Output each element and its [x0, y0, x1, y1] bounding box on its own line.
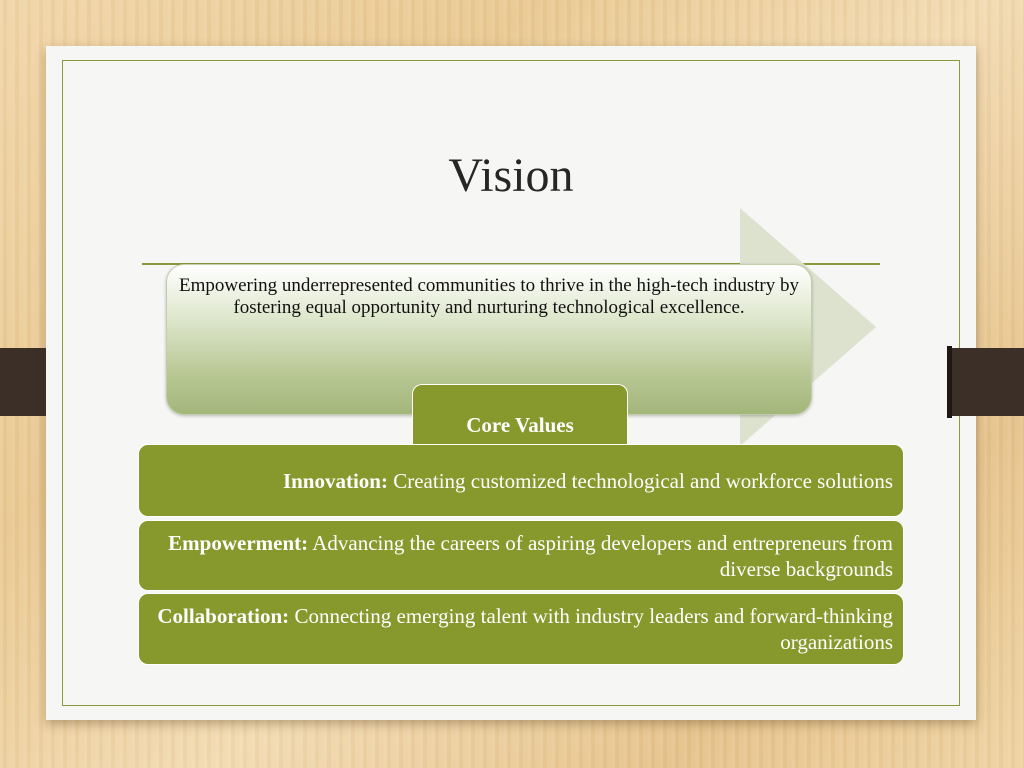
value-collaboration: Collaboration: Connecting emerging talen…	[138, 593, 904, 665]
slide: Vision Empowering underrepresented commu…	[46, 46, 976, 720]
vision-statement-box: Empowering underrepresented communities …	[166, 264, 812, 415]
value-term: Innovation:	[282, 468, 388, 493]
core-values-label: Core Values	[466, 413, 574, 437]
right-binder-clip	[948, 348, 1024, 416]
value-text: Creating customized technological and wo…	[393, 468, 893, 493]
right-clip-edge	[947, 346, 952, 418]
value-text: Connecting emerging talent with industry…	[294, 604, 893, 654]
vision-statement: Empowering underrepresented communities …	[179, 275, 799, 318]
value-term: Collaboration:	[157, 604, 290, 628]
value-empowerment: Empowerment: Advancing the careers of as…	[138, 520, 904, 591]
title-rule	[142, 263, 880, 265]
value-text: Advancing the careers of aspiring develo…	[312, 530, 893, 581]
value-innovation: Innovation: Creating customized technolo…	[138, 444, 904, 517]
core-values-tab: Core Values	[412, 384, 628, 446]
value-term: Empowerment:	[168, 530, 309, 555]
slide-title: Vision	[448, 149, 574, 202]
